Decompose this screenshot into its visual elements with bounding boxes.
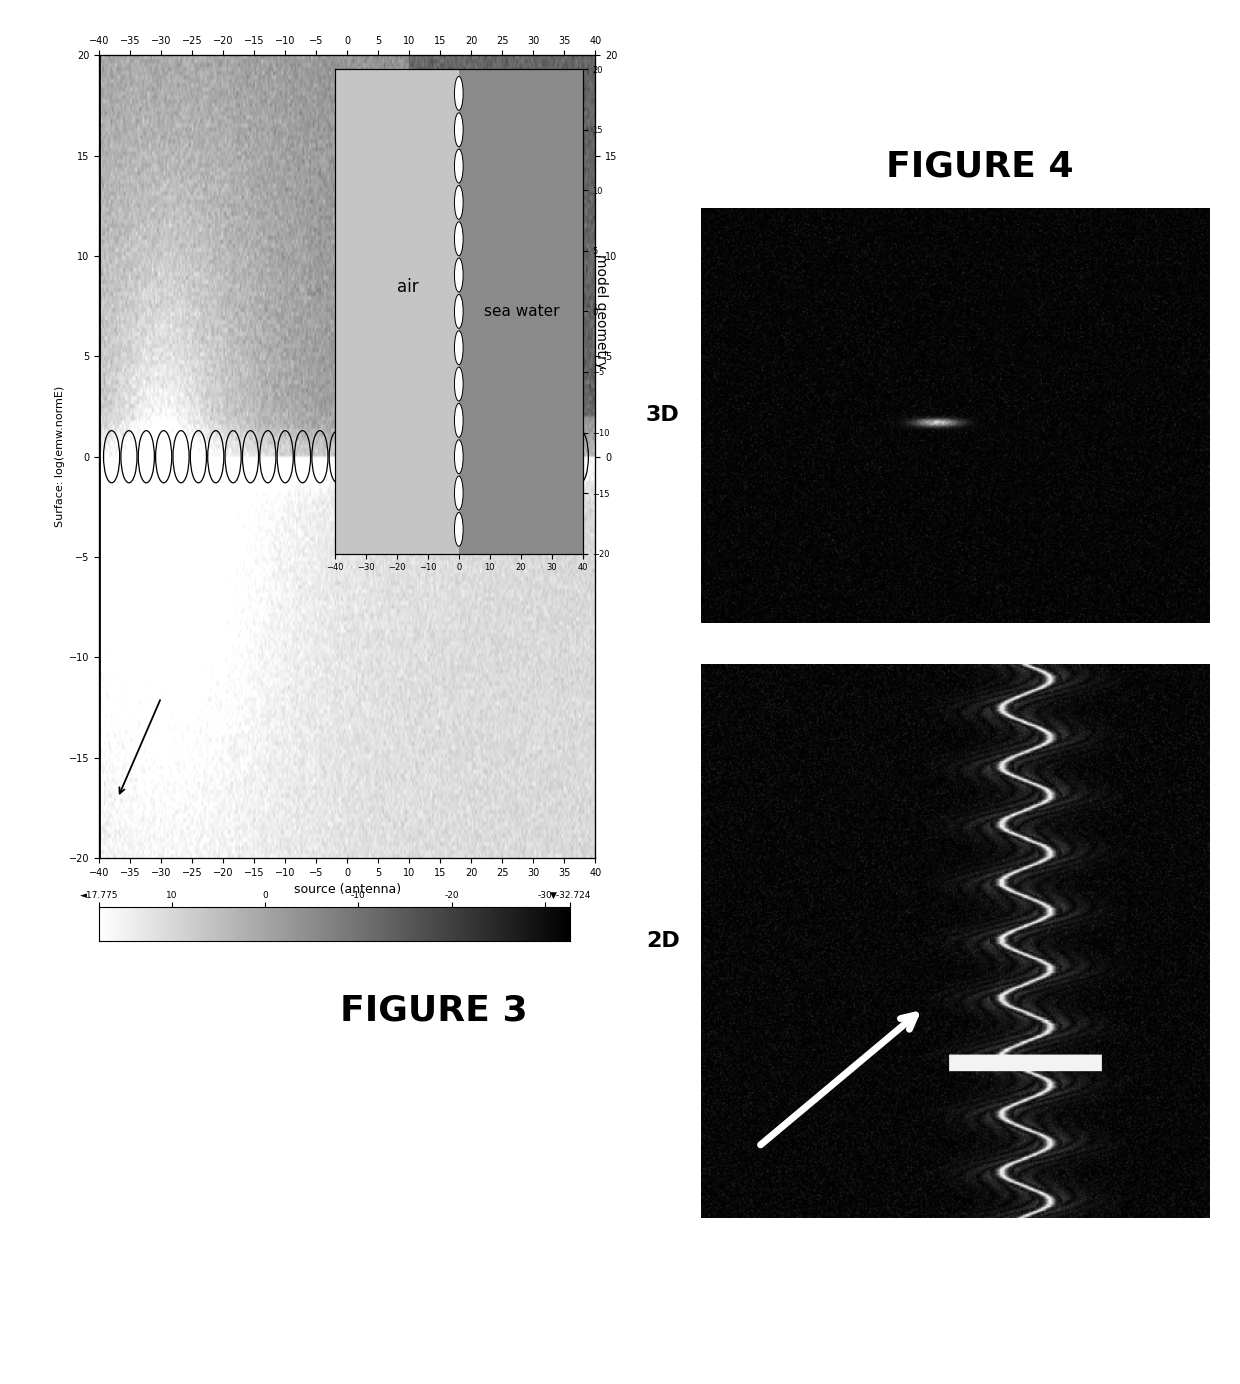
- Text: surface wave: surface wave: [508, 76, 577, 144]
- Circle shape: [455, 331, 464, 365]
- Text: sea water: sea water: [484, 304, 559, 318]
- Circle shape: [455, 440, 464, 473]
- Circle shape: [455, 512, 464, 547]
- Circle shape: [455, 113, 464, 147]
- Text: 2D: 2D: [646, 931, 680, 951]
- Circle shape: [455, 367, 464, 401]
- X-axis label: source (antenna): source (antenna): [294, 883, 401, 897]
- Text: air: air: [397, 278, 418, 296]
- Text: model geometry: model geometry: [594, 253, 609, 370]
- Circle shape: [455, 221, 464, 256]
- Circle shape: [455, 295, 464, 328]
- Circle shape: [455, 404, 464, 437]
- Y-axis label: Surface: log(emw.normE): Surface: log(emw.normE): [55, 386, 64, 527]
- Circle shape: [455, 259, 464, 292]
- Text: 3D: 3D: [646, 406, 680, 425]
- Circle shape: [455, 76, 464, 111]
- Text: FIGURE 4: FIGURE 4: [885, 149, 1074, 183]
- Text: FIGURE 3: FIGURE 3: [340, 994, 528, 1027]
- Circle shape: [455, 476, 464, 511]
- Bar: [335, 69, 459, 554]
- Circle shape: [455, 185, 464, 220]
- Circle shape: [455, 149, 464, 183]
- Bar: [459, 69, 583, 554]
